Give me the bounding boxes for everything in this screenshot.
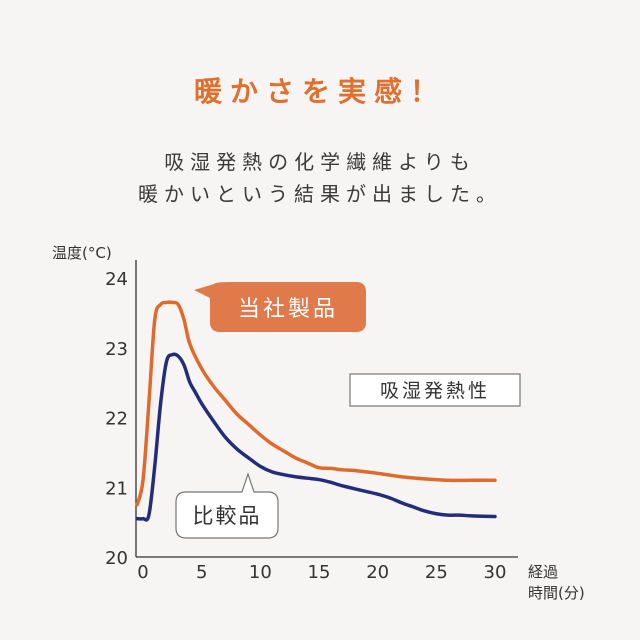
description-line-1: 吸湿発熱の化学繊維よりも	[164, 150, 476, 174]
y-axis-label: 温度(°C)	[52, 244, 112, 262]
callout-comparison: 比較品	[175, 472, 279, 539]
callout-our-product: 当社製品	[194, 282, 366, 332]
y-tick-label: 21	[105, 478, 128, 499]
x-tick-label: 25	[425, 562, 448, 583]
y-tick-label: 20	[105, 548, 128, 569]
series-line-comparison	[135, 352, 497, 522]
y-tick-label: 24	[105, 269, 128, 290]
series-label-our-product: 当社製品	[238, 297, 338, 322]
x-tick-label: 15	[308, 562, 331, 583]
x-axis-label-line-2: 時間(分)	[528, 584, 585, 602]
annotation-text: 吸湿発熱性	[380, 380, 490, 402]
y-tick-label: 23	[105, 339, 128, 360]
x-tick-label: 10	[249, 562, 272, 583]
x-tick-label: 30	[484, 562, 507, 583]
series-line-our-product	[135, 300, 497, 507]
x-axis-label-line-1: 経過	[528, 563, 558, 581]
annotation-box: 吸湿発熱性	[349, 373, 521, 407]
x-tick-label: 5	[196, 562, 207, 583]
x-tick-label: 20	[366, 562, 389, 583]
series-label-comparison: 比較品	[193, 504, 262, 528]
description-line-2: 暖かいという結果が出ました。	[138, 182, 502, 206]
y-tick-label: 22	[105, 409, 128, 430]
page-title: 暖かさを実感！	[193, 75, 446, 108]
x-tick-label: 0	[137, 562, 148, 583]
